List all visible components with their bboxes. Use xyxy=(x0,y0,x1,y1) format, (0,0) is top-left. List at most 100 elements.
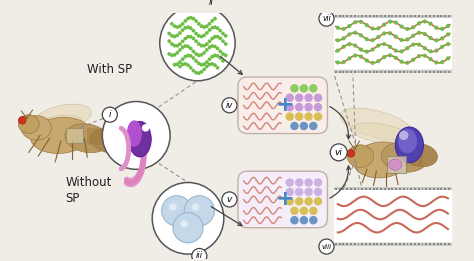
Bar xyxy=(95,128,102,145)
Circle shape xyxy=(186,63,190,67)
Circle shape xyxy=(197,71,201,75)
Circle shape xyxy=(181,28,184,32)
Ellipse shape xyxy=(91,129,126,153)
Bar xyxy=(421,188,423,189)
Circle shape xyxy=(376,43,381,48)
Circle shape xyxy=(394,35,398,39)
Circle shape xyxy=(440,36,444,40)
Circle shape xyxy=(186,45,190,48)
Circle shape xyxy=(423,32,427,36)
Ellipse shape xyxy=(404,144,438,167)
Bar xyxy=(346,15,348,17)
Circle shape xyxy=(295,112,303,121)
Bar xyxy=(392,243,393,245)
Bar xyxy=(425,243,427,245)
Bar xyxy=(346,188,348,189)
Bar xyxy=(418,188,420,189)
Circle shape xyxy=(371,26,374,31)
Circle shape xyxy=(411,25,415,29)
Circle shape xyxy=(219,50,222,53)
Bar xyxy=(343,188,345,189)
Circle shape xyxy=(434,26,438,30)
Circle shape xyxy=(388,31,392,35)
Circle shape xyxy=(347,24,351,28)
Bar xyxy=(339,15,341,17)
Bar xyxy=(369,15,371,17)
Circle shape xyxy=(399,131,409,140)
Circle shape xyxy=(169,203,177,211)
Circle shape xyxy=(178,42,182,46)
Circle shape xyxy=(347,32,351,37)
Circle shape xyxy=(400,60,404,64)
Bar xyxy=(350,71,352,73)
Circle shape xyxy=(285,103,294,111)
Bar xyxy=(433,188,435,189)
Bar xyxy=(361,71,363,73)
Bar xyxy=(388,71,390,73)
Bar xyxy=(414,15,416,17)
Circle shape xyxy=(314,93,322,102)
Circle shape xyxy=(221,59,225,63)
Circle shape xyxy=(446,42,450,46)
Circle shape xyxy=(319,11,334,26)
Bar xyxy=(421,71,423,73)
Ellipse shape xyxy=(21,116,52,140)
Bar xyxy=(399,243,401,245)
Circle shape xyxy=(183,62,187,66)
Circle shape xyxy=(205,48,209,52)
Circle shape xyxy=(200,70,203,74)
Circle shape xyxy=(189,54,192,58)
Circle shape xyxy=(285,93,294,102)
Circle shape xyxy=(300,216,308,224)
Circle shape xyxy=(290,206,299,215)
Circle shape xyxy=(376,35,381,39)
Text: +: + xyxy=(276,95,294,115)
Circle shape xyxy=(197,62,201,65)
Circle shape xyxy=(314,188,322,196)
Bar xyxy=(399,71,401,73)
Circle shape xyxy=(191,50,195,53)
Circle shape xyxy=(336,26,340,30)
Bar xyxy=(388,188,390,189)
Circle shape xyxy=(189,35,192,39)
Circle shape xyxy=(202,67,206,71)
Circle shape xyxy=(184,196,214,226)
Circle shape xyxy=(295,93,303,102)
Circle shape xyxy=(382,31,386,35)
Ellipse shape xyxy=(381,142,428,172)
Circle shape xyxy=(102,102,170,169)
Circle shape xyxy=(192,203,200,211)
Circle shape xyxy=(382,55,386,59)
Circle shape xyxy=(417,43,421,47)
Circle shape xyxy=(347,150,355,157)
Circle shape xyxy=(181,45,184,49)
Circle shape xyxy=(285,178,294,187)
Bar xyxy=(346,71,348,73)
Circle shape xyxy=(197,54,201,57)
Ellipse shape xyxy=(30,117,91,153)
Circle shape xyxy=(208,57,211,61)
Circle shape xyxy=(200,63,203,67)
Circle shape xyxy=(197,34,201,38)
Bar xyxy=(433,243,435,245)
Bar xyxy=(444,71,446,73)
Circle shape xyxy=(295,188,303,196)
Bar xyxy=(380,243,382,245)
Ellipse shape xyxy=(18,115,39,134)
Circle shape xyxy=(194,59,198,63)
Bar xyxy=(421,15,423,17)
Circle shape xyxy=(186,17,190,20)
Bar xyxy=(388,15,390,17)
Circle shape xyxy=(202,33,206,37)
Circle shape xyxy=(314,197,322,206)
Circle shape xyxy=(152,182,224,254)
Circle shape xyxy=(319,239,334,254)
Bar xyxy=(395,15,397,17)
Circle shape xyxy=(200,53,203,57)
Bar xyxy=(365,71,367,73)
Circle shape xyxy=(440,60,444,64)
Ellipse shape xyxy=(395,127,423,163)
Circle shape xyxy=(405,61,410,65)
Ellipse shape xyxy=(128,121,151,157)
Circle shape xyxy=(304,112,313,121)
